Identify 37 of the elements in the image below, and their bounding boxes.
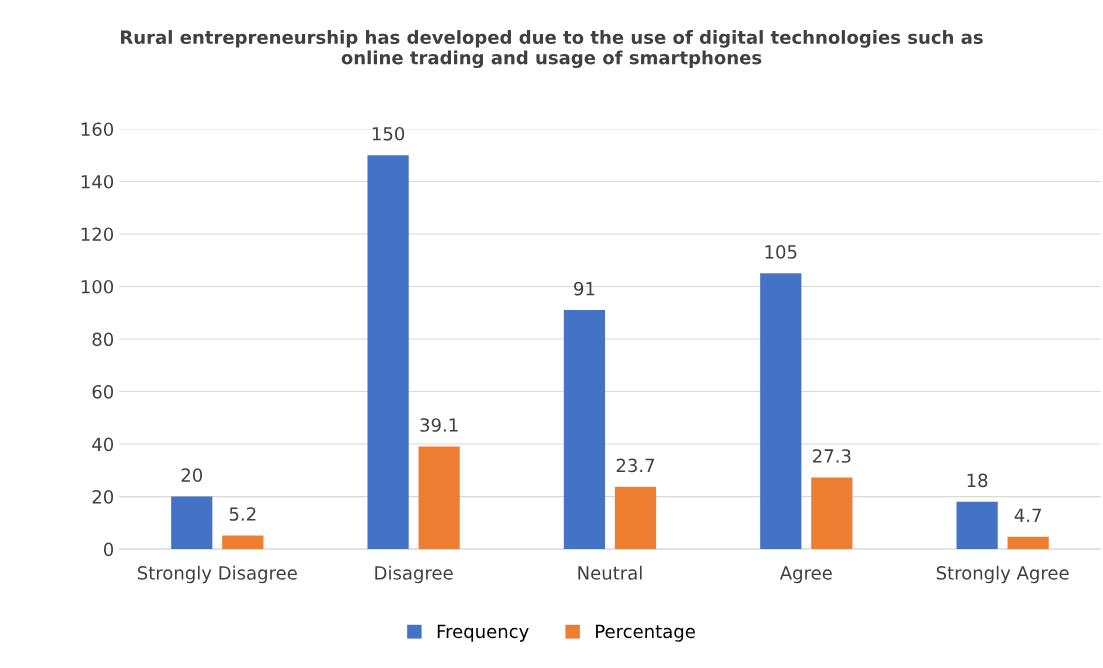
chart-title: Rural entrepreneurship has developed due to the use of digital technologies such as online trading and usage of smartphones [121, 30, 983, 69]
y-tick-label: 0 [103, 542, 114, 557]
bar [563, 310, 606, 550]
y-tick-label: 60 [92, 384, 114, 399]
x-tick-label: Disagree [375, 565, 453, 584]
y-tick-label: 160 [81, 122, 114, 137]
data-label: 5.2 [229, 507, 256, 521]
bar [614, 486, 657, 550]
data-label: 20 [181, 468, 203, 482]
y-tick-label: 40 [92, 437, 114, 452]
data-label: 91 [574, 281, 595, 296]
data-label: 39.1 [420, 418, 458, 432]
bar [171, 496, 213, 550]
bar [367, 155, 409, 550]
bar [222, 535, 264, 550]
y-tick-label: 80 [92, 332, 114, 347]
data-label: 105 [765, 245, 797, 259]
x-tick-label: Strongly Agree [936, 565, 1069, 584]
x-tick-label: Strongly Disagree [137, 565, 297, 584]
legend-label: Percentage [596, 624, 695, 642]
bar [760, 273, 802, 550]
legend-label: Frequency [437, 624, 529, 642]
x-tick-label: Neutral [578, 565, 642, 580]
data-label: 23.7 [616, 458, 655, 473]
data-label: 4.7 [1014, 508, 1041, 522]
x-tick-label: Agree [779, 566, 832, 584]
y-tick-label: 100 [81, 279, 114, 294]
data-label: 27.3 [813, 449, 851, 463]
y-tick-label: 20 [92, 490, 114, 504]
data-label: 150 [372, 126, 405, 141]
bar [1007, 536, 1049, 550]
bar [811, 477, 853, 550]
y-tick-label: 120 [81, 227, 114, 242]
bar [418, 446, 460, 550]
bar [956, 501, 998, 550]
y-tick-label: 140 [81, 174, 114, 189]
data-label: 18 [967, 473, 988, 488]
